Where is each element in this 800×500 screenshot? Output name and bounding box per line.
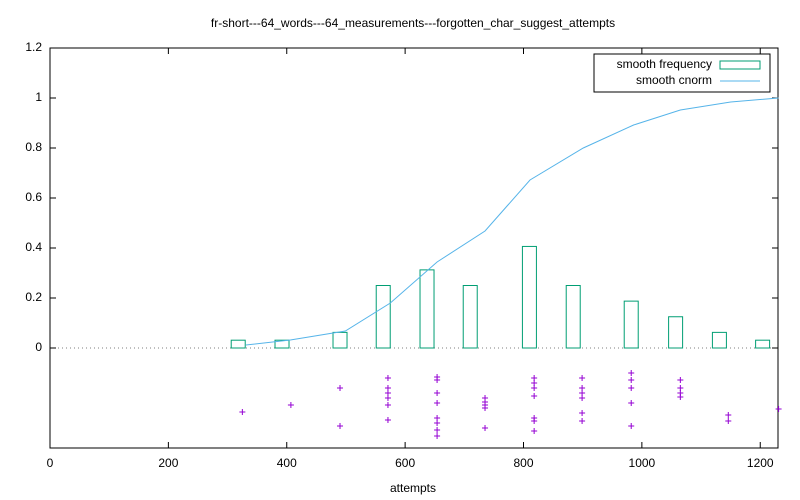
point (482, 425, 489, 431)
bar (565, 285, 581, 349)
legend-swatch (719, 60, 761, 70)
point (434, 427, 441, 433)
bar (375, 285, 391, 349)
y-tick-label: 1 (35, 90, 42, 104)
point (531, 385, 538, 391)
point (775, 406, 782, 412)
point (337, 423, 344, 429)
x-tick-label: 1000 (629, 456, 656, 470)
bar (521, 245, 537, 349)
bar (623, 300, 639, 349)
x-tick-label: 0 (47, 456, 54, 470)
x-axis-label: attempts (390, 481, 436, 495)
point (239, 409, 246, 415)
point (579, 375, 586, 381)
bar (332, 331, 348, 349)
y-tick-label: 0.4 (25, 240, 42, 254)
point (677, 394, 684, 400)
x-tick-label: 600 (395, 456, 415, 470)
point (434, 400, 441, 406)
bar (419, 269, 435, 349)
bar (274, 339, 290, 349)
point (628, 400, 635, 406)
point (628, 385, 635, 391)
bar (668, 316, 684, 349)
point (434, 433, 441, 439)
bar (462, 285, 478, 349)
point (434, 420, 441, 426)
legend-label: smooth cnorm (636, 73, 712, 87)
point (628, 377, 635, 383)
point (531, 393, 538, 399)
point (434, 390, 441, 396)
point (628, 370, 635, 376)
x-tick-label: 400 (277, 456, 297, 470)
point (531, 428, 538, 434)
point (579, 395, 586, 401)
point (725, 418, 732, 424)
point (384, 417, 391, 423)
point (579, 418, 586, 424)
point (337, 385, 344, 391)
x-tick-label: 1200 (747, 456, 774, 470)
point (725, 412, 732, 418)
y-tick-label: 0.8 (25, 140, 42, 154)
point (579, 410, 586, 416)
bar (755, 339, 771, 349)
point (677, 377, 684, 383)
x-tick-label: 200 (158, 456, 178, 470)
y-tick-label: 0.6 (25, 190, 42, 204)
point (531, 418, 538, 424)
legend-box (593, 53, 771, 93)
x-tick-label: 800 (513, 456, 533, 470)
point (384, 375, 391, 381)
chart-title: fr-short---64_words---64_measurements---… (211, 16, 615, 30)
y-tick-label: 1.2 (25, 40, 42, 54)
bar (230, 339, 246, 349)
y-tick-label: 0 (35, 340, 42, 354)
bar (711, 331, 727, 349)
plot-frame (49, 47, 779, 449)
cnorm-line (245, 97, 779, 346)
point (434, 377, 441, 383)
legend-label: smooth frequency (617, 57, 712, 71)
point (384, 395, 391, 401)
point (287, 402, 294, 408)
point (628, 423, 635, 429)
point (482, 405, 489, 411)
y-tick-label: 0.2 (25, 290, 42, 304)
point (384, 402, 391, 408)
